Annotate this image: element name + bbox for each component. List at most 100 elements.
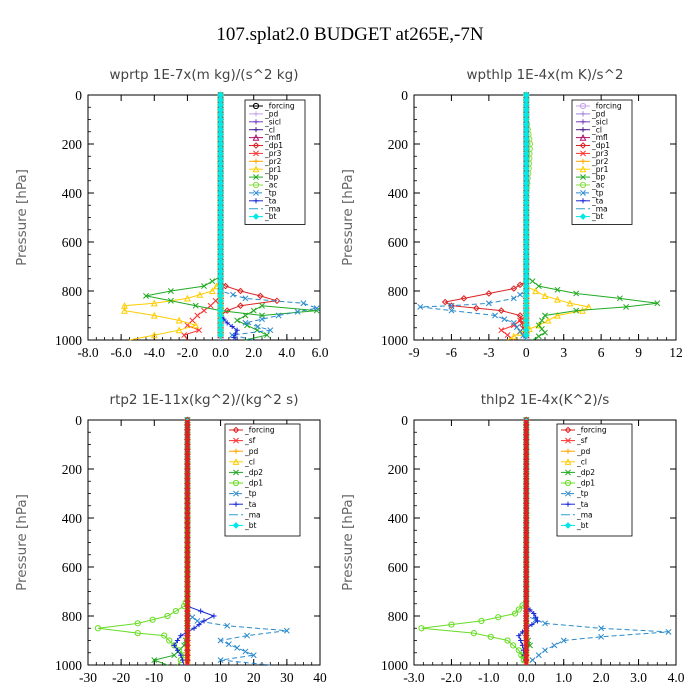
series-dp1-marker [516, 312, 524, 319]
y-tick-label: 600 [62, 235, 83, 250]
series-dp1-marker [222, 282, 229, 290]
series-ta-marker [234, 327, 240, 333]
series-line-pr3 [183, 95, 222, 341]
legend-label: _cl [264, 125, 275, 134]
series-pr3-marker [201, 307, 207, 314]
x-tick-label: 30 [280, 670, 294, 685]
series-ta-marker [518, 637, 524, 644]
legend-label: _sf [244, 436, 256, 445]
series-dp1-marker [237, 287, 244, 295]
y-tick-label: 0 [75, 413, 82, 428]
y-tick-label: 1000 [55, 658, 82, 673]
x-tick-label: 2.0 [593, 670, 610, 685]
series-dp1-marker [134, 630, 141, 637]
panel-title: thlp2 1E-4x(K^2)/s [481, 392, 610, 408]
series-pr1-marker [192, 321, 200, 329]
series-line-dp1 [443, 95, 527, 341]
series-bp-marker [209, 278, 216, 285]
series-ta-marker [232, 331, 239, 337]
x-tick-label: 20 [247, 670, 261, 685]
legend-label: _ta [591, 196, 603, 205]
series-tp-marker [517, 328, 524, 335]
series-bp-marker [542, 329, 548, 336]
legend-marker [233, 448, 239, 454]
legend-marker [252, 102, 260, 110]
legend-label: _cl [244, 457, 255, 466]
series-pr1-marker [208, 287, 216, 295]
legend: _forcing_sf _pd_cl _dp2 _dp1_tp _ta_ma _bt [224, 423, 301, 537]
plot-frame [413, 419, 677, 666]
legend-label: _tp [264, 189, 277, 198]
legend-marker [580, 158, 586, 164]
legend-marker [233, 437, 239, 444]
series-forcing-marker [522, 656, 530, 664]
series-pr1-marker [175, 316, 183, 324]
series-dp1-marker [166, 637, 173, 644]
series-ta-marker [211, 613, 217, 619]
series-pr1-marker [541, 292, 549, 299]
y-tick-label: 1000 [381, 658, 408, 673]
legend: _forcing_pd_sicl_cl_mfl_dp1_pr3_pr2_pr1_… [571, 99, 633, 225]
panel-title: wpthlp 1E-4x(m K)/s^2 [467, 67, 624, 83]
legend-label: _pd [244, 447, 259, 456]
series-dp1-marker [478, 617, 485, 625]
x-tick-label: -1.0 [478, 670, 500, 685]
series-line-tp [420, 95, 527, 341]
legend-marker [252, 142, 260, 149]
legend-label: _mfl [591, 133, 608, 142]
x-tick-label: 6.0 [312, 345, 329, 360]
series-ta-marker [531, 610, 537, 617]
series-dp1-marker [516, 281, 524, 289]
x-tick-label: 3 [560, 345, 567, 360]
series-line-dp2 [152, 420, 188, 666]
y-tick-label: 0 [401, 88, 408, 103]
series-bp-marker [654, 300, 661, 307]
series-pr3-marker [181, 332, 188, 339]
legend-label: _forcing [576, 426, 607, 435]
series-bp-marker [167, 288, 174, 294]
panel-2: wpthlp 1E-4x(m K)/s^2 Pressure [hPa] -9 -6 -… [340, 67, 683, 360]
series-tp-marker [448, 302, 455, 309]
series-tp-marker [485, 300, 492, 307]
legend-label: _tp [576, 489, 589, 498]
x-tick-label: 12 [669, 345, 683, 360]
legend-label: _ta [264, 196, 276, 205]
panel-3: rtp2 1E-11x(kg^2)/(kg^2 s) Pressure [hPa]… [14, 392, 327, 685]
series-tp-marker [598, 633, 605, 640]
legend-marker [253, 198, 259, 204]
series-ta-marker [174, 637, 181, 644]
series-dp1-marker [485, 290, 493, 297]
series-ta-marker [224, 320, 230, 326]
y-tick-label: 400 [62, 511, 83, 526]
legend-label: _sf [576, 436, 588, 445]
series-tp-marker [517, 291, 524, 298]
series-pr1-marker [554, 295, 561, 303]
series-tp-marker [234, 644, 241, 651]
legend: _forcing_sf _pd_cl _dp2 _dp1_tp _ta_ma _bt [556, 423, 633, 537]
series-pr3-marker [196, 327, 202, 334]
legend-label: _pr3 [591, 149, 609, 158]
legend-label: _ta [244, 500, 256, 509]
legend-marker [564, 479, 572, 487]
series-tp-marker [267, 327, 274, 334]
legend-label: _ma [576, 510, 593, 519]
series-pr1-marker [196, 290, 204, 298]
y-tick-label: 200 [388, 462, 409, 477]
legend-label: _dp1 [576, 479, 595, 488]
series-tp-marker [230, 291, 236, 298]
legend-marker [580, 174, 586, 181]
series-dp1-marker [460, 295, 468, 302]
legend-marker [252, 213, 260, 220]
legend-label: _pd [576, 447, 591, 456]
x-tick-label: 4.0 [668, 670, 685, 685]
legend-marker [233, 490, 239, 497]
legend-marker [565, 490, 571, 497]
legend-label: _pr2 [591, 157, 609, 166]
legend-marker [253, 111, 259, 117]
x-tick-label: -3.0 [403, 670, 425, 685]
legend-marker [252, 181, 260, 189]
y-tick-label: 200 [62, 137, 83, 152]
series-pr3-marker [510, 322, 517, 329]
y-tick-label: 1000 [381, 333, 408, 348]
